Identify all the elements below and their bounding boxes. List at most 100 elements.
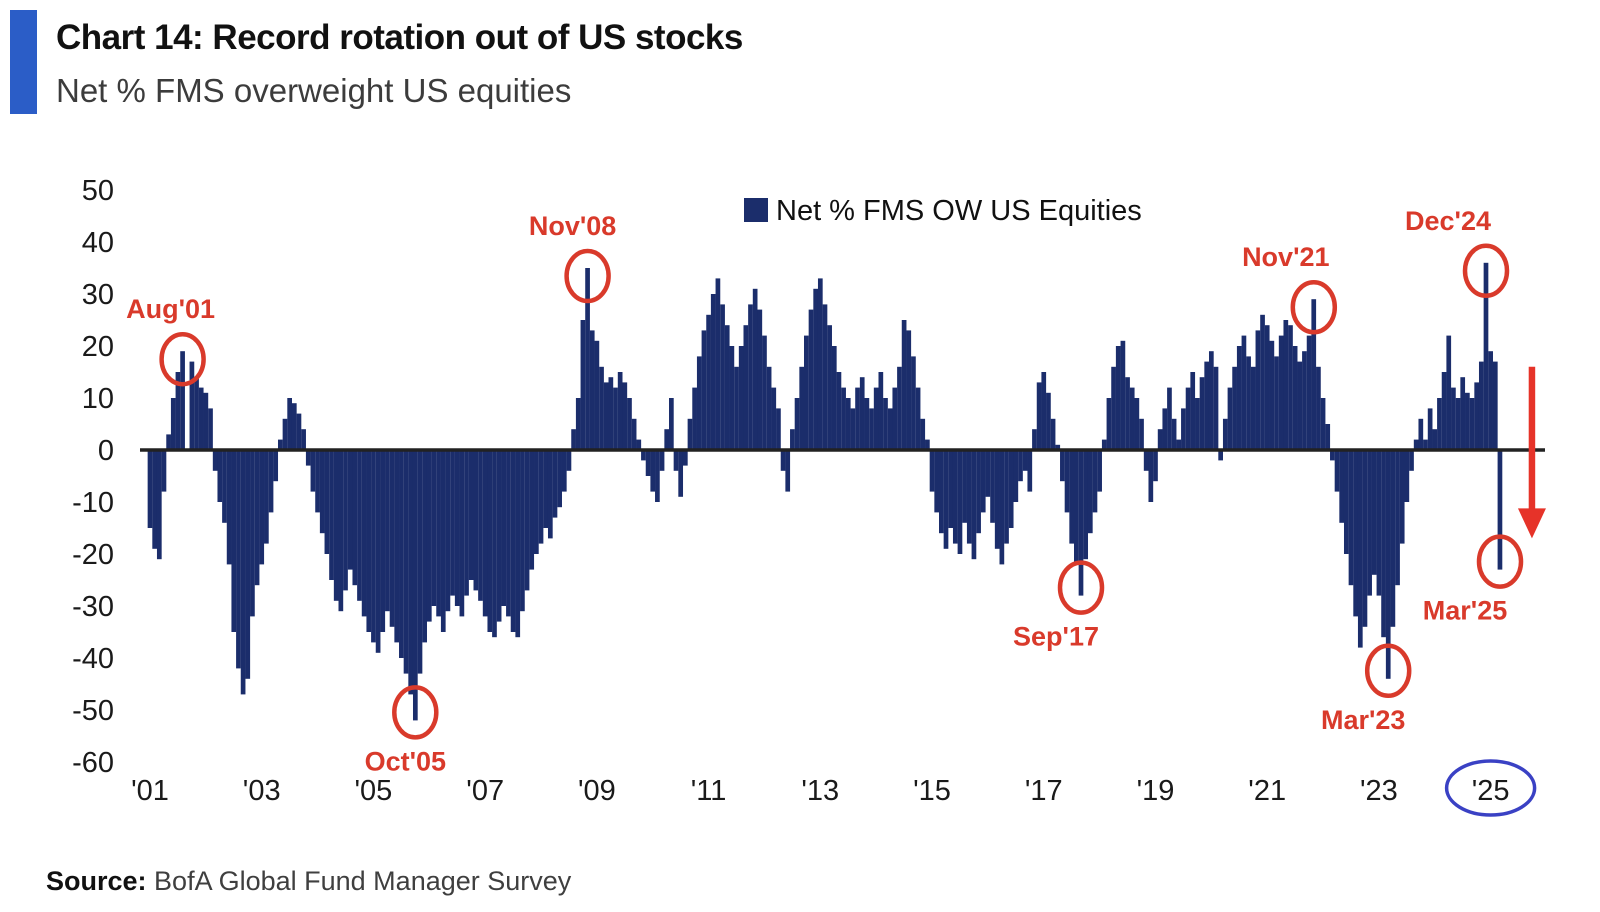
bar	[1264, 325, 1270, 450]
bar	[1241, 335, 1247, 450]
x-axis-tick-label: '15	[913, 775, 951, 807]
bar	[813, 288, 819, 450]
bar	[864, 398, 870, 450]
bar	[613, 387, 618, 450]
bar	[1106, 398, 1112, 450]
bar	[1348, 450, 1354, 586]
source-text: BofA Global Fund Manager Survey	[154, 866, 572, 896]
x-axis-tick-label: '09	[578, 775, 616, 807]
bar	[1213, 366, 1219, 450]
annotation-label: Mar'25	[1423, 596, 1507, 626]
annotation-aug01: Aug'01	[126, 294, 215, 387]
bar	[855, 387, 860, 450]
bar	[1190, 372, 1196, 450]
bar	[1418, 418, 1424, 450]
bar	[580, 320, 586, 450]
bar	[799, 366, 805, 450]
annotation-label: Nov'08	[529, 211, 616, 241]
bar	[897, 366, 902, 450]
bar	[701, 330, 707, 450]
bar	[641, 450, 646, 461]
y-axis-tick-label: -10	[72, 487, 114, 519]
bar	[1404, 450, 1410, 502]
bar	[631, 418, 637, 450]
bar	[1269, 340, 1275, 450]
bar	[1255, 330, 1261, 450]
bar	[422, 450, 427, 643]
bar	[478, 450, 483, 601]
bar	[901, 320, 907, 450]
bar	[841, 387, 846, 450]
annotation-dec24: Dec'24	[1405, 206, 1510, 299]
bar	[1423, 439, 1428, 450]
bar	[1427, 408, 1433, 450]
bar	[152, 450, 158, 549]
bar	[1302, 351, 1307, 450]
bar	[687, 418, 693, 450]
bar	[445, 450, 451, 612]
bar	[264, 450, 269, 544]
bar	[1330, 450, 1335, 461]
y-axis-tick-label: 0	[98, 435, 114, 467]
bar	[1297, 361, 1303, 450]
source-label: Source:	[46, 866, 147, 896]
bar	[734, 366, 739, 450]
bar	[603, 382, 609, 450]
bar	[250, 450, 255, 617]
x-axis-tick-label: '17	[1025, 775, 1063, 807]
bar	[175, 372, 181, 450]
x-axis-tick-label: '13	[801, 775, 839, 807]
bar	[906, 330, 912, 450]
bar	[617, 372, 623, 450]
y-axis-tick-label: 10	[82, 383, 114, 415]
bar	[1292, 346, 1298, 450]
bar	[1013, 450, 1019, 502]
bar	[156, 450, 162, 560]
bar	[1446, 335, 1452, 450]
bar	[333, 450, 339, 601]
legend-label: Net % FMS OW US Equities	[776, 195, 1142, 227]
bar	[217, 450, 223, 502]
bar	[1092, 450, 1098, 513]
bar	[887, 408, 893, 450]
bar	[501, 450, 507, 606]
bar	[543, 450, 549, 528]
bar	[845, 398, 851, 450]
bar	[208, 408, 213, 450]
bar	[757, 309, 763, 450]
bar	[468, 450, 474, 580]
annotation-label: Nov'21	[1242, 242, 1329, 272]
bar	[822, 304, 828, 450]
x-axis-tick-label: '03	[243, 775, 281, 807]
bar	[1222, 418, 1228, 450]
bar	[1492, 361, 1498, 450]
bar	[659, 450, 665, 471]
bar	[361, 450, 367, 617]
bar	[464, 450, 469, 596]
bar	[1413, 439, 1419, 450]
bar	[1274, 356, 1279, 450]
bar	[766, 366, 772, 450]
bar	[873, 387, 879, 450]
annotation-circle	[564, 248, 611, 304]
bar	[1250, 366, 1256, 450]
bar	[1069, 450, 1075, 544]
bar	[1027, 450, 1033, 492]
bar	[487, 450, 493, 632]
bar	[324, 450, 330, 554]
year-25-highlight-circle	[1444, 759, 1537, 817]
bar	[408, 450, 414, 695]
bar	[510, 450, 516, 632]
bar	[291, 403, 297, 450]
bar	[371, 450, 376, 643]
y-axis-tick-label: -20	[72, 539, 114, 571]
x-axis-tick-label: '07	[466, 775, 504, 807]
bar	[245, 450, 251, 679]
bar	[170, 398, 176, 450]
bar	[1437, 398, 1442, 450]
x-axis-tick-label: '05	[355, 775, 393, 807]
bar	[1432, 429, 1438, 450]
bar	[440, 450, 446, 632]
bar	[627, 398, 632, 450]
x-axis-tick-label: '25	[1472, 775, 1510, 807]
